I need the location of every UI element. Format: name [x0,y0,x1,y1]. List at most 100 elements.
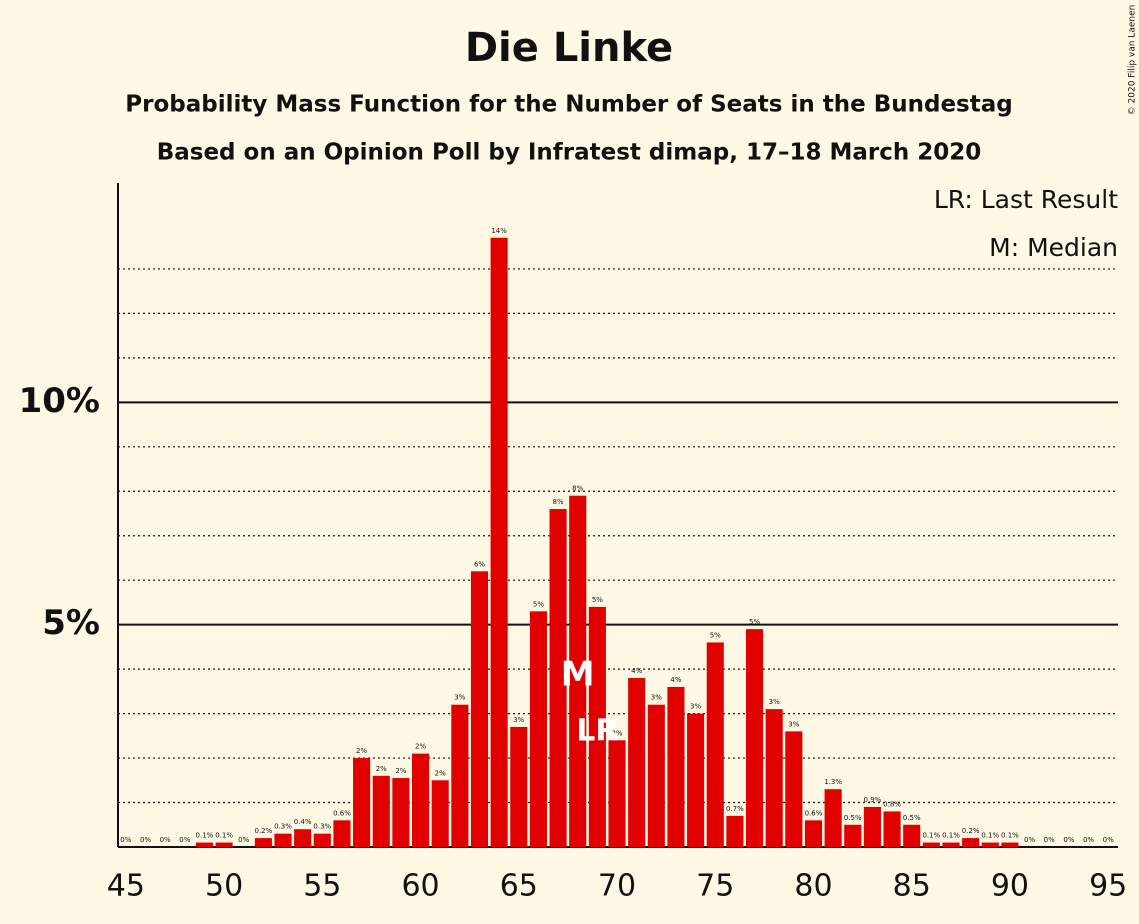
chart-subtitle: Based on an Opinion Poll by Infratest di… [157,140,982,166]
value-label: 0% [140,836,151,844]
y-tick-label: 5% [42,603,100,643]
bar [824,789,842,847]
value-label: 2% [395,767,406,775]
bar [687,713,705,847]
value-label: 1.3% [824,778,842,786]
bar [431,780,449,847]
x-tick-label: 85 [893,869,931,904]
value-label: 6% [474,560,485,568]
value-label: 0.1% [196,832,214,840]
bar [981,842,999,847]
value-label: 0% [1044,836,1055,844]
value-label: 0.3% [274,823,292,831]
bar [706,642,724,847]
x-tick-label: 95 [1089,869,1127,904]
x-tick-label: 75 [696,869,734,904]
bar [254,838,272,847]
value-label: 0.2% [962,827,980,835]
bar [745,629,764,847]
value-label: 0% [160,836,171,844]
value-label: 3% [769,698,780,706]
bar [195,842,213,847]
value-label: 0% [1024,836,1035,844]
value-label: 4% [631,667,642,675]
x-tick-label: 60 [401,869,439,904]
value-label: 0% [1063,836,1074,844]
value-label: 0.6% [805,809,823,817]
value-label: 14% [491,227,507,235]
bar [372,775,390,847]
bar [667,686,685,847]
x-tick-label: 55 [303,869,341,904]
bar [647,704,665,847]
value-label: 0% [179,836,190,844]
value-label: 5% [710,631,721,639]
bar [215,842,233,847]
bar [353,758,371,847]
value-label: 0.6% [333,809,351,817]
bar [903,824,921,847]
value-label: 0.1% [1001,832,1019,840]
last-result-marker: LR [576,714,618,749]
bar [863,806,881,847]
value-label: 0.1% [922,832,940,840]
bar [333,820,351,847]
bar [294,829,312,847]
legend-entry: LR: Last Result [934,185,1118,214]
median-marker: M [561,655,595,695]
bar [313,833,331,847]
value-label: 0.1% [942,832,960,840]
bar [608,740,626,847]
value-label: 3% [690,703,701,711]
value-label: 0.8% [883,800,901,808]
value-label: 2% [356,747,367,755]
bar [962,838,980,847]
value-label: 2% [435,769,446,777]
bar [529,611,547,847]
bar [785,731,803,847]
chart-subtitle: Probability Mass Function for the Number… [125,92,1012,118]
y-tick-label: 10% [19,381,100,421]
bar [883,811,901,847]
bar [1001,842,1019,847]
x-tick-label: 50 [205,869,243,904]
value-label: 0.7% [726,805,744,813]
value-label: 8% [572,485,583,493]
bar [765,709,783,847]
bar [628,678,646,847]
value-label: 8% [553,498,564,506]
value-label: 3% [513,716,524,724]
value-label: 4% [670,676,681,684]
value-label: 0% [238,836,249,844]
value-label: 0.9% [864,796,882,804]
value-label: 0.2% [254,827,272,835]
bar [490,237,508,848]
value-label: 0% [120,836,131,844]
value-label: 2% [415,743,426,751]
bar [844,824,862,847]
bar [588,606,606,847]
bar [412,753,430,847]
bar [804,820,823,847]
value-label: 3% [788,720,799,728]
value-label: 0.4% [294,818,312,826]
chart-title: Die Linke [465,25,673,71]
value-label: 0.3% [313,823,331,831]
bar [569,495,587,847]
copyright: © 2020 Filip van Laenen [1128,5,1138,116]
bar [451,704,469,847]
legend-entry: M: Median [989,233,1118,262]
bar [510,726,528,847]
value-label: 3% [651,694,662,702]
x-tick-label: 65 [500,869,538,904]
bar [549,509,567,847]
x-tick-label: 90 [991,869,1029,904]
value-label: 2% [376,765,387,773]
bar [922,842,940,847]
bar [470,571,489,847]
value-label: 0.1% [215,832,233,840]
value-label: 2% [611,729,622,737]
x-tick-label: 45 [107,869,145,904]
x-tick-label: 80 [794,869,832,904]
